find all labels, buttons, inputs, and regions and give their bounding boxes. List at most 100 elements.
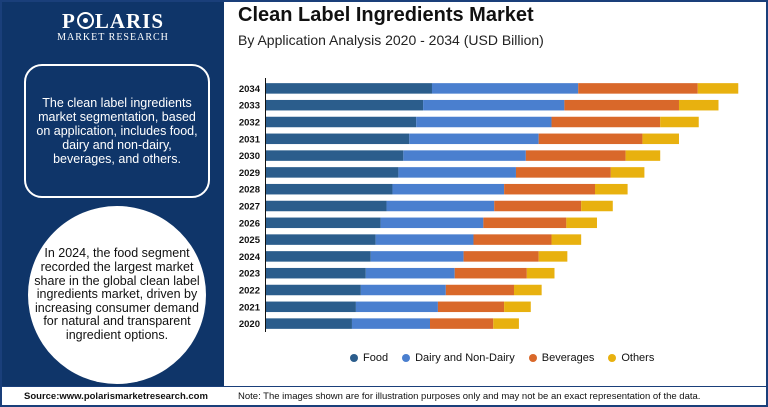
y-tick-label: 2024 (239, 252, 261, 263)
brand-subtitle: MARKET RESEARCH (57, 32, 169, 43)
bar-dairy-and-non-dairy-2028 (392, 183, 505, 195)
description-box: The clean label ingredients market segme… (24, 64, 210, 198)
bar-others-2030 (625, 150, 661, 161)
footer: Source:www.polarismarketresearch.com Not… (0, 386, 768, 407)
bar-beverages-2026 (483, 217, 567, 229)
legend-item-beverages: Beverages (528, 352, 595, 364)
y-tick-label: 2026 (239, 218, 260, 229)
bar-dairy-and-non-dairy-2030 (403, 150, 526, 161)
legend-item-dairy: Dairy and Non-Dairy (402, 352, 515, 364)
bar-food-2024 (266, 251, 371, 262)
y-tick-label: 2029 (239, 168, 260, 179)
y-tick-label: 2023 (239, 269, 260, 280)
bar-food-2032 (266, 116, 417, 128)
y-tick-label: 2034 (239, 84, 261, 95)
bar-food-2022 (266, 284, 361, 296)
y-tick-label: 2030 (239, 151, 260, 162)
bar-others-2033 (678, 99, 719, 111)
bar-beverages-2028 (504, 183, 596, 195)
bar-beverages-2034 (578, 83, 698, 94)
bar-dairy-and-non-dairy-2029 (398, 167, 516, 178)
bar-dairy-and-non-dairy-2023 (365, 267, 455, 279)
bar-others-2021 (504, 301, 531, 313)
bar-dairy-and-non-dairy-2034 (431, 83, 579, 94)
bar-dairy-and-non-dairy-2025 (375, 234, 474, 245)
highlight-circle: In 2024, the food segment recorded the l… (28, 206, 206, 384)
bar-others-2032 (660, 116, 699, 128)
y-tick-label: 2033 (239, 101, 260, 112)
chart-legend: Food Dairy and Non-Dairy Beverages Other… (350, 352, 654, 364)
y-tick-label: 2021 (239, 302, 261, 313)
bar-beverages-2021 (437, 301, 505, 313)
bar-others-2020 (493, 318, 519, 329)
bar-dairy-and-non-dairy-2021 (355, 301, 438, 313)
legend-swatch-beverages (528, 354, 537, 362)
bar-beverages-2031 (538, 133, 643, 145)
bar-beverages-2032 (551, 116, 661, 128)
bar-dairy-and-non-dairy-2024 (370, 251, 464, 262)
bar-food-2025 (266, 234, 376, 245)
bar-food-2029 (266, 167, 399, 178)
bar-food-2027 (266, 200, 387, 212)
bar-beverages-2024 (463, 251, 539, 262)
sidebar: P LARIS MARKET RESEARCH The clean label i… (2, 2, 224, 386)
bar-dairy-and-non-dairy-2033 (423, 99, 565, 111)
legend-label-food: Food (363, 352, 389, 364)
brand-name: P LARIS (61, 9, 165, 33)
brand-logo: P LARIS MARKET RESEARCH (2, 10, 224, 44)
bar-food-2034 (266, 83, 432, 94)
legend-swatch-others (608, 354, 617, 362)
bar-beverages-2023 (454, 267, 527, 279)
bar-beverages-2022 (445, 284, 514, 296)
bar-others-2025 (551, 234, 582, 245)
bar-dairy-and-non-dairy-2026 (380, 217, 484, 229)
legend-swatch-food (350, 354, 358, 362)
bar-food-2023 (266, 267, 366, 279)
bar-beverages-2020 (430, 318, 494, 329)
y-tick-label: 2032 (239, 118, 260, 129)
bar-others-2031 (642, 133, 679, 145)
legend-item-others: Others (608, 352, 654, 364)
bar-beverages-2027 (494, 200, 582, 212)
chart-title: Clean Label Ingredients Market (238, 4, 534, 26)
bar-others-2027 (581, 200, 613, 212)
bar-food-2026 (266, 217, 381, 229)
bar-beverages-2029 (515, 167, 611, 178)
bar-dairy-and-non-dairy-2020 (351, 318, 431, 329)
bar-dairy-and-non-dairy-2031 (409, 133, 539, 145)
bar-dairy-and-non-dairy-2022 (360, 284, 446, 296)
note-text: Note: The images shown are for illustrat… (238, 391, 701, 402)
bar-beverages-2025 (473, 234, 552, 245)
bar-dairy-and-non-dairy-2027 (386, 200, 495, 212)
bar-others-2029 (610, 167, 645, 178)
globe-icon (76, 12, 94, 29)
bar-dairy-and-non-dairy-2032 (416, 116, 552, 128)
bar-others-2034 (697, 83, 739, 94)
bar-beverages-2033 (564, 99, 679, 111)
highlight-text: In 2024, the food segment recorded the l… (34, 246, 200, 342)
bar-others-2022 (513, 284, 542, 296)
y-tick-label: 2020 (239, 319, 260, 330)
y-tick-label: 2031 (239, 134, 261, 145)
bar-others-2026 (566, 217, 597, 229)
bar-beverages-2030 (525, 150, 626, 161)
bar-food-2031 (266, 133, 410, 145)
bar-food-2030 (266, 150, 404, 161)
legend-label-dairy: Dairy and Non-Dairy (415, 352, 515, 364)
chart-subtitle: By Application Analysis 2020 - 2034 (USD… (238, 32, 544, 48)
bar-others-2028 (595, 183, 628, 195)
y-tick-label: 2025 (239, 235, 261, 246)
bar-food-2021 (266, 301, 356, 313)
y-tick-label: 2022 (239, 286, 260, 297)
bar-food-2028 (266, 183, 393, 195)
legend-label-others: Others (621, 352, 655, 364)
legend-swatch-dairy (402, 354, 411, 362)
description-text: The clean label ingredients market segme… (36, 96, 198, 166)
bar-food-2033 (266, 99, 424, 111)
y-tick-label: 2028 (239, 185, 260, 196)
bar-others-2024 (538, 251, 568, 262)
legend-item-food: Food (350, 352, 388, 364)
legend-label-beverages: Beverages (541, 352, 595, 364)
